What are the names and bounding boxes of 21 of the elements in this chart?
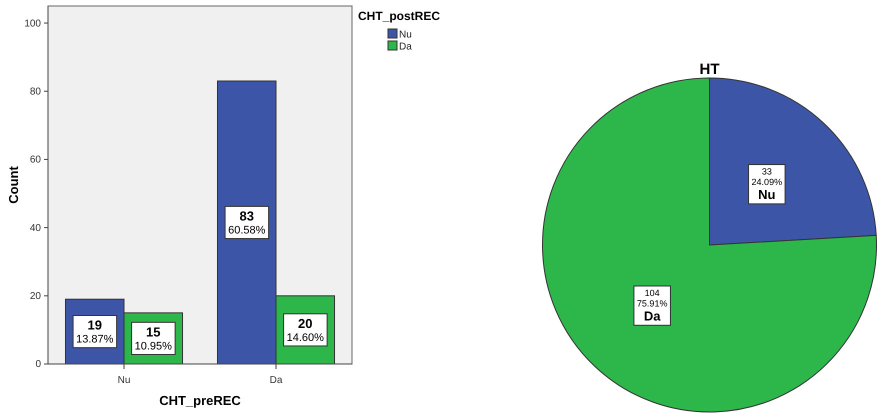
data-label: 33 24.09% [752, 166, 782, 187]
y-tick-label: 40 [30, 222, 42, 234]
legend-label: Nu [399, 30, 412, 40]
data-label: 19 13.87% [76, 318, 114, 346]
y-tick-label: 60 [30, 154, 42, 166]
y-tick-label: 100 [24, 18, 42, 30]
y-tick-label: 80 [30, 86, 42, 98]
data-label: 83 60.58% [228, 208, 266, 237]
data-label: 20 14.60% [286, 316, 324, 344]
y-tick-label: 0 [35, 359, 42, 370]
legend-label: Da [399, 42, 412, 52]
data-label: 15 10.95% [134, 324, 172, 352]
x-axis-title: CHT_preREC [159, 393, 242, 408]
y-tick-label: 20 [30, 291, 42, 302]
data-label: 104 75.91% [636, 288, 668, 308]
y-axis-title: Count [6, 166, 21, 204]
slice-label: Da [644, 308, 662, 324]
pie-slice [542, 78, 877, 412]
slice-label: Nu [758, 186, 776, 202]
chart-title: HT [700, 61, 720, 78]
legend-title: CHT_postREC [358, 9, 440, 23]
